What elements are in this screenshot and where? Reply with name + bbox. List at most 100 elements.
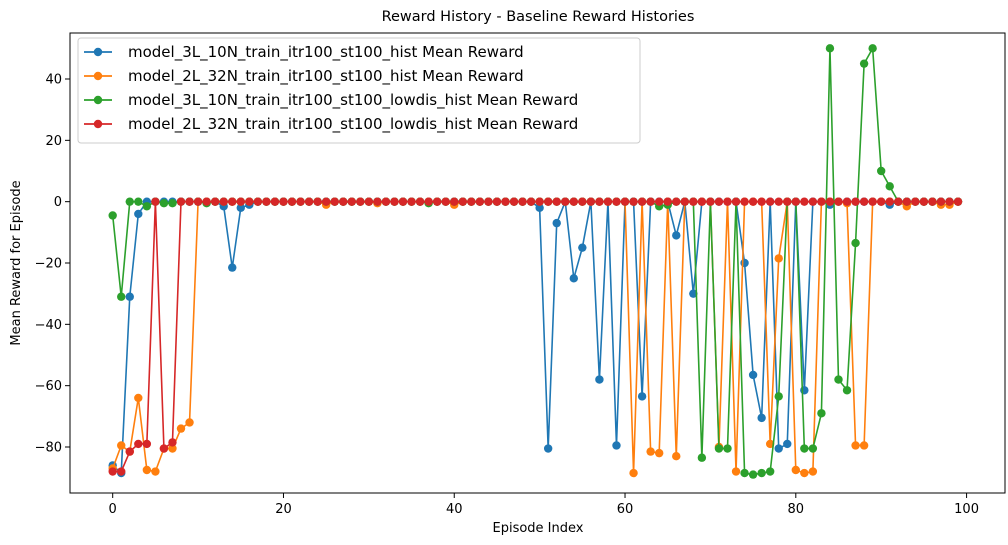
data-point [492,197,502,206]
data-point [740,197,749,206]
data-point [757,413,766,423]
legend: model_3L_10N_train_itr100_st100_hist Mea… [77,37,641,144]
data-point [125,292,134,301]
data-point [151,197,160,206]
y-axis: −80 −60 −40 −20 0 20 40 [35,73,70,456]
data-point [117,467,126,476]
data-point [526,197,536,206]
data-point [774,254,783,263]
data-point [637,392,647,401]
data-point [356,197,365,206]
data-point [791,465,800,475]
data-point [151,467,160,476]
data-point [176,424,186,433]
legend-label: model_2L_32N_train_itr100_st100_lowdis_h… [128,115,578,134]
data-point [159,199,169,208]
data-point [748,197,758,206]
data-point [706,197,715,206]
data-point [800,386,809,395]
data-point [108,211,117,220]
data-point [509,197,519,206]
data-point [134,439,143,449]
legend-item-1: model_3L_10N_train_itr100_st100_hist Mea… [84,43,524,62]
y-tick-label: 20 [45,134,62,149]
data-point [672,197,681,206]
data-point [381,197,391,206]
data-point [603,197,613,206]
data-point [134,393,143,403]
x-tick-label: 20 [275,502,292,517]
data-point [279,197,288,206]
data-point [808,467,818,476]
data-point [859,197,869,206]
y-tick-label: −20 [35,257,62,272]
data-point [458,197,467,206]
data-point [569,197,578,206]
legend-swatch-marker [93,119,103,129]
data-point [347,197,356,206]
legend-swatch-marker [93,71,103,81]
data-point [578,197,587,206]
data-point [339,197,348,206]
data-point [228,263,237,272]
data-point [800,197,809,206]
data-point [390,197,399,206]
data-point [731,467,741,476]
x-tick-label: 40 [446,502,463,517]
data-point [740,258,749,268]
data-point [629,468,638,478]
data-point [142,439,152,449]
data-point [757,468,766,478]
data-point [134,209,143,219]
data-point [168,199,177,208]
legend-swatch-marker [93,95,103,105]
legend-swatch-marker [93,47,103,57]
series-2-line [111,200,959,474]
data-point [851,197,860,206]
data-point [825,197,835,206]
data-point [808,197,818,206]
data-point [714,197,724,206]
data-point [723,444,732,453]
data-point [552,218,561,228]
data-point [834,375,843,384]
legend-label: model_2L_32N_train_itr100_st100_hist Mea… [128,67,524,86]
data-point [543,197,553,206]
data-point [697,197,707,206]
data-point [774,444,783,453]
data-point [851,238,860,248]
data-point [168,444,177,453]
data-point [270,197,280,206]
data-point [296,197,305,206]
data-point [364,197,374,206]
data-point [398,197,408,206]
data-point [578,243,587,252]
data-point [663,197,672,206]
data-point [569,274,578,283]
y-tick-label: −80 [35,441,62,456]
data-point [808,444,818,453]
data-point [543,444,553,453]
data-point [774,392,783,401]
x-tick-label: 100 [954,502,979,517]
x-tick-label: 0 [109,502,117,517]
data-point [424,197,433,206]
data-point [945,197,954,206]
legend-item-4: model_2L_32N_train_itr100_st100_lowdis_h… [84,115,578,134]
data-point [654,197,664,206]
data-point [313,197,322,206]
data-point [748,370,758,380]
chart-title: Reward History - Baseline Reward Histori… [382,9,695,25]
data-point [757,197,766,206]
legend-label: model_3L_10N_train_itr100_st100_lowdis_h… [128,91,578,110]
data-point [885,182,894,191]
plot-marks [108,44,963,479]
data-point [432,197,442,206]
data-point [262,197,271,206]
data-point [586,197,596,206]
legend-label: model_3L_10N_train_itr100_st100_hist Mea… [128,43,524,62]
data-point [467,197,476,206]
data-point [646,447,655,456]
data-point [783,439,792,449]
data-point [612,441,621,450]
